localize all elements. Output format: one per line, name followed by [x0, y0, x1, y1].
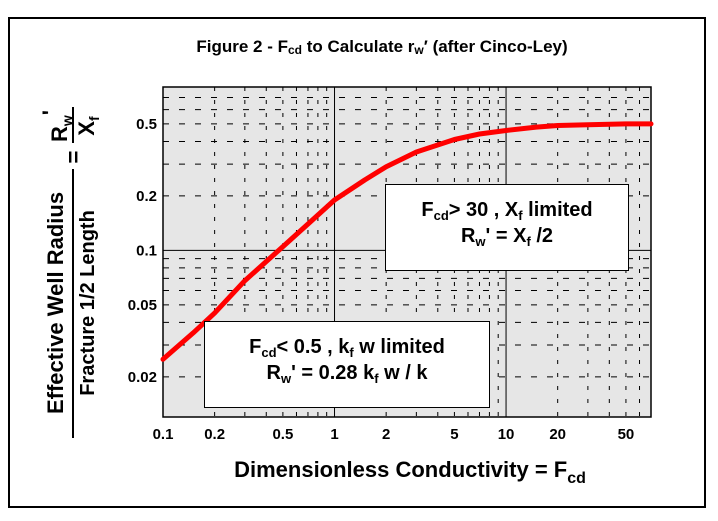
y-axis-ticks: 0.02 0.05 0.1 0.2 0.5 — [128, 116, 157, 386]
y-tick-label: 0.5 — [136, 116, 157, 133]
x-tick-label: 2 — [382, 426, 390, 443]
x-axis-label: Dimensionless Conductivity = Fcd — [234, 457, 586, 487]
x-tick-label: 0.1 — [153, 426, 174, 443]
y-tick-label: 0.05 — [128, 297, 157, 314]
annotation-xf-limited: Fcd> 30 , Xf limited Rw' = Xf /2 — [385, 184, 629, 271]
annotation-xf-limited-line1: Fcd> 30 , Xf limited — [421, 199, 593, 223]
y-axis-equals: = — [61, 151, 86, 164]
y-tick-label: 0.1 — [136, 242, 157, 259]
x-tick-label: 50 — [618, 426, 635, 443]
y-axis-label: Effective Well Radius Fracture 1/2 Lengt… — [38, 107, 102, 438]
x-tick-label: 0.2 — [204, 426, 225, 443]
x-tick-label: 5 — [450, 426, 458, 443]
y-axis-label-line2: Fracture 1/2 Length — [77, 210, 99, 396]
x-tick-label: 1 — [330, 426, 338, 443]
series-layer — [160, 121, 654, 362]
x-tick-label: 0.5 — [272, 426, 293, 443]
x-tick-label: 20 — [549, 426, 566, 443]
annotation-kfw-limited: Fcd< 0.5 , kf w limited Rw' = 0.28 kf w … — [204, 321, 490, 408]
y-axis-denominator: Xf — [74, 116, 102, 136]
series-line-0 — [160, 121, 654, 362]
y-axis-label-line1: Effective Well Radius — [43, 192, 68, 414]
annotation-kfw-limited-line1: Fcd< 0.5 , kf w limited — [249, 336, 445, 360]
chart-title: Figure 2 - Fcd to Calculate rw′ (after C… — [196, 37, 567, 57]
annotation-xf-limited-line2: Rw' = Xf /2 — [460, 225, 554, 249]
y-axis-numerator: Rw' — [38, 110, 75, 142]
y-tick-label: 0.02 — [128, 369, 157, 386]
y-tick-label: 0.2 — [136, 188, 157, 205]
x-axis-ticks: 0.1 0.2 0.5 1 2 5 10 20 50 — [153, 426, 635, 443]
figure-frame: Figure 2 - Fcd to Calculate rw′ (after C… — [8, 17, 706, 508]
annotation-kfw-limited-line2: Rw' = 0.28 kf w / k — [266, 362, 428, 386]
x-tick-label: 10 — [498, 426, 515, 443]
